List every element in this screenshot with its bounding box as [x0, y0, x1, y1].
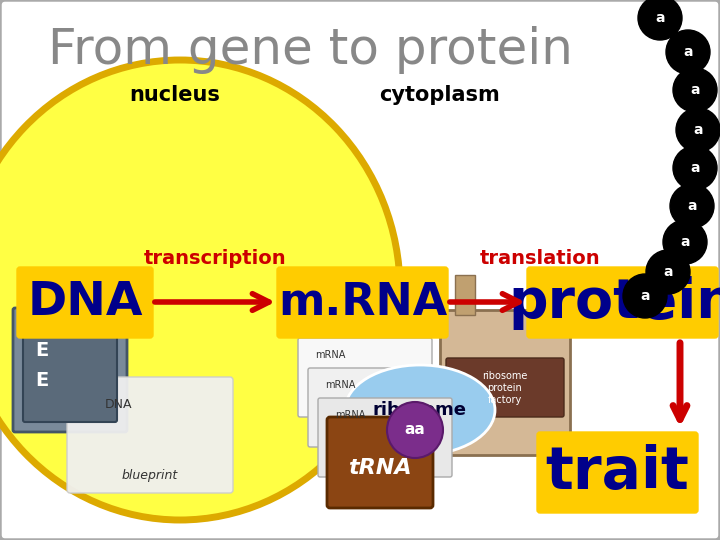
FancyBboxPatch shape — [23, 318, 117, 422]
Circle shape — [638, 0, 682, 40]
Text: a: a — [690, 161, 700, 175]
Text: DNA: DNA — [104, 399, 132, 411]
Text: mRNA: mRNA — [315, 350, 346, 360]
FancyBboxPatch shape — [455, 275, 475, 315]
Text: a: a — [663, 265, 672, 279]
FancyBboxPatch shape — [277, 267, 448, 338]
Ellipse shape — [345, 365, 495, 455]
Circle shape — [676, 108, 720, 152]
Text: blueprint: blueprint — [122, 469, 178, 482]
Text: a: a — [640, 289, 649, 303]
Text: mRNA: mRNA — [325, 380, 356, 390]
Text: mRNA: mRNA — [335, 410, 365, 420]
Ellipse shape — [0, 60, 400, 520]
FancyBboxPatch shape — [527, 267, 718, 338]
Text: a: a — [688, 199, 697, 213]
FancyBboxPatch shape — [440, 310, 570, 455]
Circle shape — [673, 68, 717, 112]
Circle shape — [666, 30, 710, 74]
Circle shape — [646, 250, 690, 294]
Circle shape — [673, 146, 717, 190]
Text: m.RNA: m.RNA — [278, 281, 447, 324]
Text: aa: aa — [405, 422, 426, 437]
FancyBboxPatch shape — [446, 358, 564, 417]
Text: translation: translation — [480, 248, 600, 267]
FancyBboxPatch shape — [17, 267, 153, 338]
FancyBboxPatch shape — [13, 308, 127, 432]
Text: ribosome: ribosome — [373, 401, 467, 419]
Text: tRNA: tRNA — [348, 457, 412, 477]
Circle shape — [623, 274, 667, 318]
FancyBboxPatch shape — [327, 417, 433, 508]
Text: From gene to protein: From gene to protein — [48, 26, 572, 74]
Text: cytoplasm: cytoplasm — [379, 85, 500, 105]
FancyBboxPatch shape — [298, 338, 432, 417]
Circle shape — [663, 220, 707, 264]
Text: a: a — [683, 45, 693, 59]
Text: DNA: DNA — [27, 280, 143, 325]
Circle shape — [670, 184, 714, 228]
Text: ribosome
protein
factory: ribosome protein factory — [482, 372, 528, 404]
Text: a: a — [690, 83, 700, 97]
Circle shape — [387, 402, 443, 458]
Text: E: E — [35, 341, 48, 360]
Text: nucleus: nucleus — [130, 85, 220, 105]
FancyBboxPatch shape — [308, 368, 442, 447]
Text: trait: trait — [546, 444, 690, 501]
Text: a: a — [693, 123, 703, 137]
Text: a: a — [655, 11, 665, 25]
Text: transcription: transcription — [144, 248, 287, 267]
FancyBboxPatch shape — [318, 398, 452, 477]
FancyBboxPatch shape — [67, 377, 233, 493]
Text: protein: protein — [508, 275, 720, 329]
FancyBboxPatch shape — [537, 432, 698, 513]
Text: E: E — [35, 370, 48, 389]
Text: a: a — [680, 235, 690, 249]
